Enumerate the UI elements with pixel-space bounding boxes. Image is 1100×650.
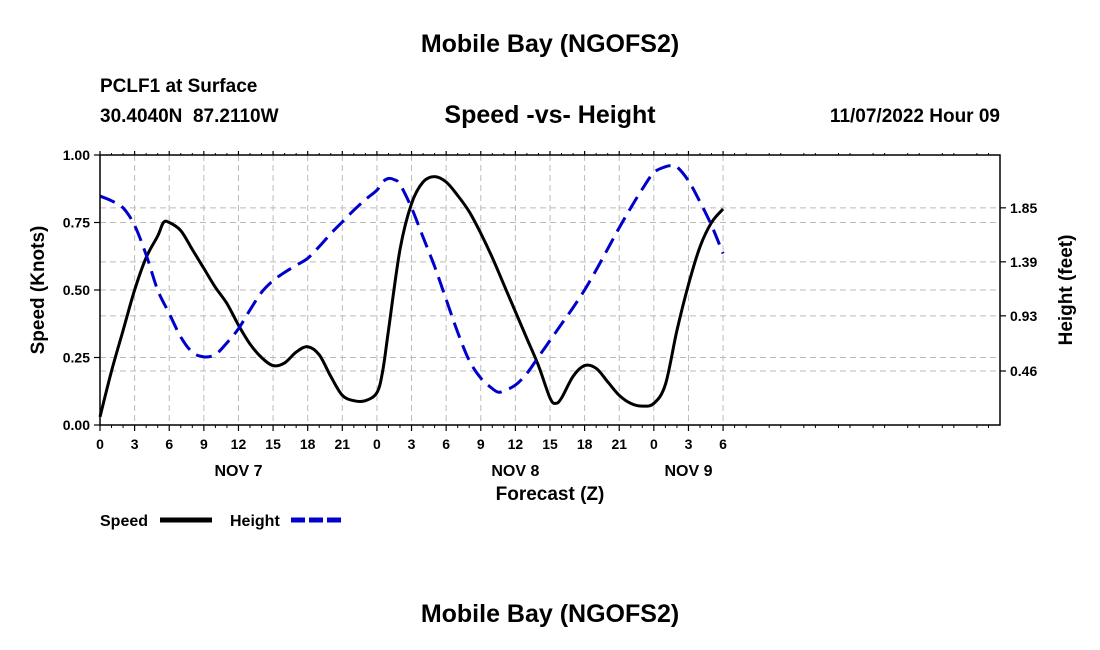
- station-coordinates: 30.4040N 87.2110W: [100, 106, 279, 127]
- series-line-height: [99, 163, 725, 394]
- x-tick-label: 9: [477, 436, 485, 452]
- date-label: NOV 7: [214, 463, 262, 480]
- x-tick-label: 3: [685, 436, 693, 452]
- x-tick-label: 6: [719, 436, 727, 452]
- y-tick-label-left: 0.50: [63, 282, 90, 298]
- chart-subtitle: Speed -vs- Height: [444, 101, 656, 129]
- x-tick-label: 21: [611, 436, 627, 452]
- x-tick-label: 3: [408, 436, 416, 452]
- x-tick-label: 0: [96, 436, 104, 452]
- y-tick-label-right: 0.46: [1010, 363, 1037, 379]
- y-tick-label-left: 1.00: [63, 147, 90, 163]
- x-tick-label: 0: [373, 436, 381, 452]
- main-title: Mobile Bay (NGOFS2): [420, 30, 680, 58]
- x-tick-label: 9: [200, 436, 208, 452]
- x-tick-label: 3: [131, 436, 139, 452]
- footer-title: Mobile Bay (NGOFS2): [420, 600, 680, 628]
- y-axis-label-left: Speed (Knots): [28, 226, 49, 355]
- legend: Speed Height: [100, 513, 343, 530]
- x-tick-label: 6: [442, 436, 450, 452]
- x-tick-label: 6: [165, 436, 173, 452]
- x-tick-label: 21: [335, 436, 351, 452]
- x-tick-label: 15: [542, 436, 558, 452]
- x-tick-label: 18: [577, 436, 593, 452]
- legend-label-height: Height: [230, 513, 280, 530]
- y-tick-label-left: 0.25: [63, 350, 90, 366]
- legend-label-speed: Speed: [100, 513, 148, 530]
- series-lines: [98, 163, 725, 418]
- y-tick-label-right: 1.39: [1010, 254, 1037, 270]
- x-tick-label: 12: [508, 436, 524, 452]
- x-tick-label: 15: [265, 436, 281, 452]
- grid: [100, 154, 1000, 426]
- y-axis-label-right: Height (feet): [1056, 235, 1077, 346]
- y-tick-label-right: 0.93: [1010, 308, 1037, 324]
- forecast-timestamp: 11/07/2022 Hour 09: [829, 106, 1000, 127]
- y-tick-label-left: 0.00: [63, 417, 90, 433]
- x-tick-label: 18: [300, 436, 316, 452]
- y-tick-label-right: 1.85: [1010, 200, 1037, 216]
- station-name: PCLF1 at Surface: [100, 76, 258, 97]
- x-axis-label: Forecast (Z): [496, 484, 605, 505]
- series-line-speed: [98, 175, 725, 418]
- date-label: NOV 9: [664, 463, 712, 480]
- date-label: NOV 8: [491, 463, 539, 480]
- x-tick-label: 0: [650, 436, 658, 452]
- y-tick-label-left: 0.75: [63, 215, 90, 231]
- axes: 0 3 6 9 12 15 18 21 0 3 6 9 12 15 18 21 0 3 6 NOV 7 NOV 8 NOV…: [63, 147, 1038, 480]
- x-tick-label: 12: [231, 436, 247, 452]
